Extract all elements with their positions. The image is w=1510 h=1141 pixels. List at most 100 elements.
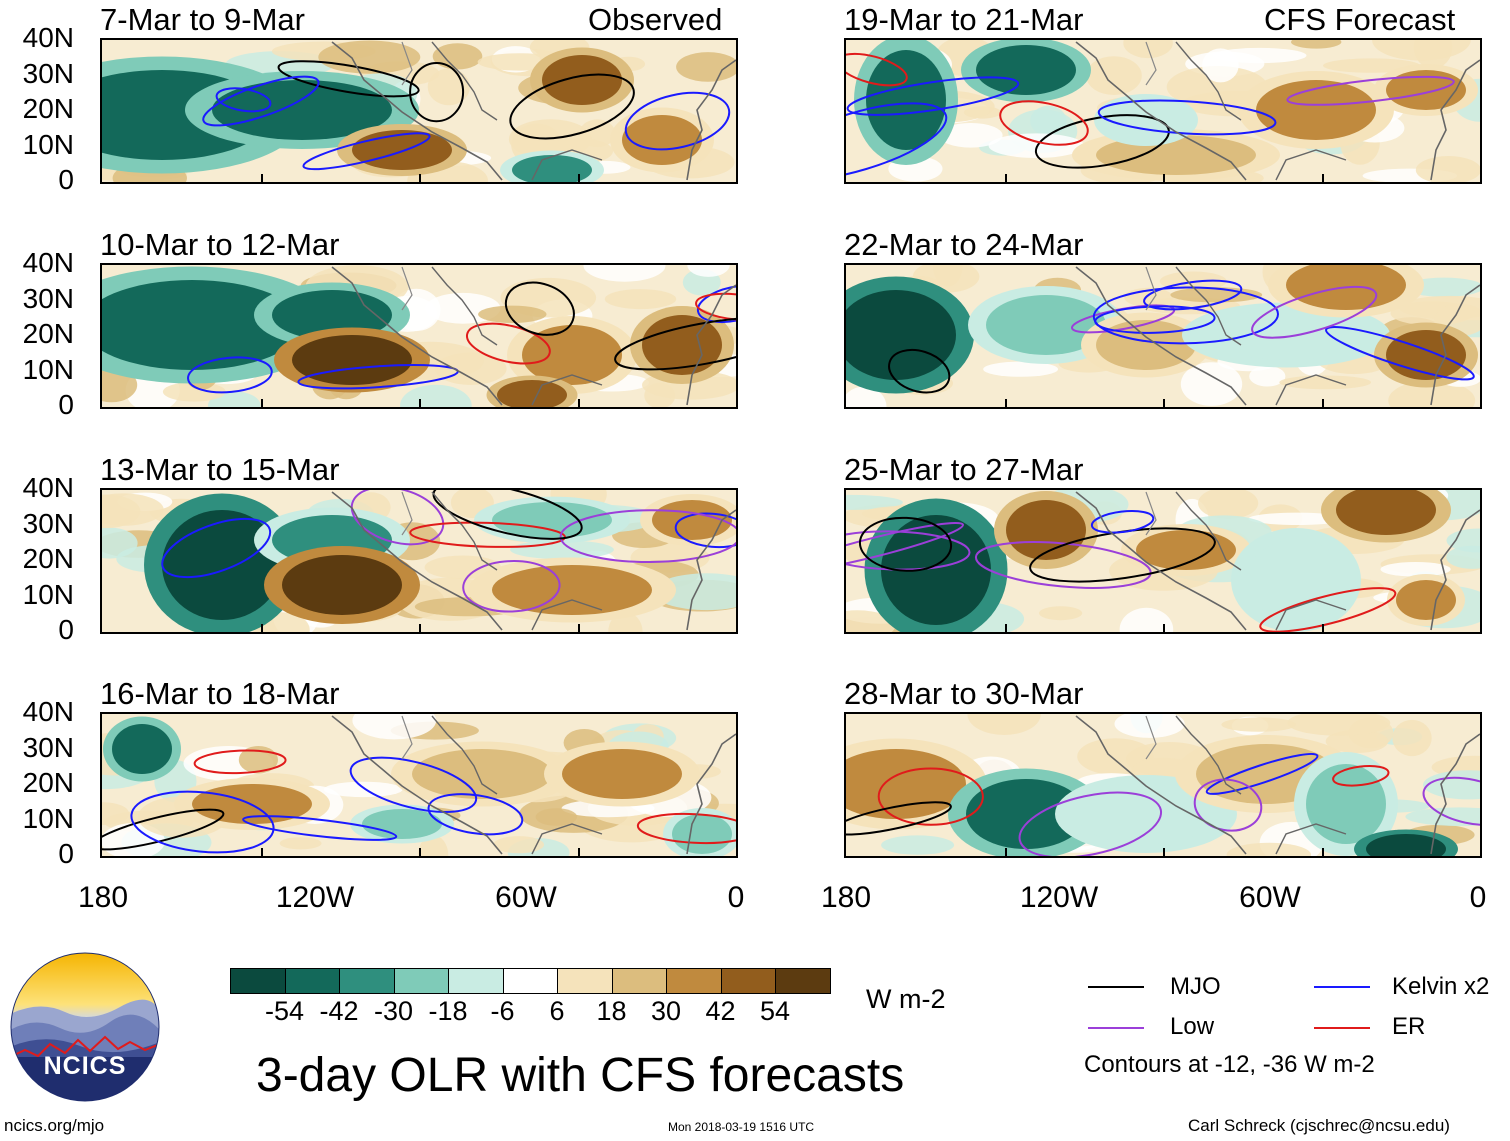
axis-tick xyxy=(1163,399,1165,407)
olr-anomaly-patch xyxy=(938,123,1003,148)
legend-mjo-line xyxy=(1088,986,1144,988)
contour-line xyxy=(696,284,736,324)
olr-anomaly-core xyxy=(492,565,652,615)
contour-line xyxy=(846,521,964,572)
olr-anomaly-patch xyxy=(102,494,141,529)
axis-tick xyxy=(260,624,263,632)
axis-tick xyxy=(419,624,421,632)
coastline xyxy=(531,823,603,855)
y-tick-label: 30N xyxy=(22,57,74,89)
colorbar-swatch xyxy=(666,968,722,994)
coastline xyxy=(1145,266,1157,311)
colorbar-swatch xyxy=(393,968,449,994)
olr-anomaly-core xyxy=(1386,70,1466,110)
contour-line xyxy=(1286,75,1455,106)
contour-line xyxy=(1325,326,1475,381)
contour-line xyxy=(350,490,445,546)
olr-anomaly-core xyxy=(642,315,722,375)
coastline xyxy=(686,59,736,181)
timestamp: Mon 2018-03-19 1516 UTC xyxy=(668,1120,815,1134)
axis-tick xyxy=(260,399,263,407)
olr-anomaly-core xyxy=(976,45,1076,95)
legend-kelvin-line xyxy=(1314,986,1370,988)
map-panel-4 xyxy=(100,712,738,858)
coastline xyxy=(331,715,503,855)
x-tick-120w-right: 120W xyxy=(1019,881,1099,914)
contour-line xyxy=(242,815,398,841)
olr-anomaly-core xyxy=(986,295,1106,355)
legend-mjo-label: MJO xyxy=(1170,973,1221,1000)
contour-line xyxy=(161,517,272,579)
olr-anomaly-core xyxy=(212,80,392,140)
olr-anomaly-patch xyxy=(687,265,730,277)
contour-line xyxy=(215,87,272,113)
coastline xyxy=(401,41,413,86)
x-tick-0-right: 0 xyxy=(1469,881,1487,914)
olr-anomaly-core xyxy=(672,814,732,854)
panel-title-1: 7-Mar to 9-Mar xyxy=(100,2,305,37)
olr-anomaly-core xyxy=(102,280,302,370)
coastline xyxy=(686,509,736,631)
axis-tick xyxy=(577,624,580,632)
coastline xyxy=(1075,266,1247,406)
y-tick-label: 40N xyxy=(22,247,74,278)
olr-anomaly-patch xyxy=(1039,606,1083,621)
olr-anomaly-patch xyxy=(652,573,736,611)
panel-title-8: 28-Mar to 30-Mar xyxy=(844,676,1084,711)
olr-anomaly-patch xyxy=(1119,607,1174,632)
y-tick-label: 0 xyxy=(58,614,74,645)
cfs-forecast-label: CFS Forecast xyxy=(1264,2,1456,37)
axis-tick xyxy=(1163,174,1165,182)
y-tick-label: 40N xyxy=(22,22,74,53)
legend-low-line xyxy=(1088,1027,1144,1029)
contour-line xyxy=(1205,752,1319,795)
x-tick-180-right: 180 xyxy=(820,881,872,914)
contour-line xyxy=(624,91,731,151)
olr-anomaly-patch xyxy=(400,384,472,407)
legend-er-line xyxy=(1314,1027,1370,1029)
colorbar-swatch xyxy=(448,968,504,994)
olr-anomaly-patch xyxy=(967,714,1041,735)
x-tick-180-left: 180 xyxy=(77,881,129,914)
contour-line xyxy=(1092,286,1279,345)
olr-anomaly-patch xyxy=(432,43,483,70)
colorbar-swatch xyxy=(284,968,340,994)
olr-anomaly-core xyxy=(292,335,412,385)
contour-line xyxy=(202,75,320,127)
axis-tick xyxy=(577,399,580,407)
olr-anomaly-core xyxy=(542,55,622,105)
olr-anomaly-patch xyxy=(535,808,578,826)
coastline xyxy=(1430,733,1480,855)
olr-anomaly-patch xyxy=(352,714,437,740)
contour-line xyxy=(999,100,1089,146)
site-link[interactable]: ncics.org/mjo xyxy=(4,1116,105,1135)
olr-anomaly-core xyxy=(1336,490,1436,535)
olr-anomaly-core xyxy=(622,115,702,165)
olr-anomaly-core xyxy=(1076,784,1216,844)
olr-anomaly-core xyxy=(282,555,402,615)
colorbar-label: -6 xyxy=(490,996,515,1026)
coastline xyxy=(1145,715,1157,760)
contour-line xyxy=(102,808,225,851)
coastline xyxy=(1175,41,1242,121)
coastline xyxy=(1275,599,1347,631)
colorbar-units: W m-2 xyxy=(866,984,946,1014)
coastline xyxy=(401,715,413,760)
contour-line xyxy=(1090,509,1155,534)
olr-anomaly-core xyxy=(1206,310,1366,360)
y-tick-label: 40N xyxy=(22,472,74,503)
panel-title-5: 19-Mar to 21-Mar xyxy=(844,2,1084,37)
olr-anomaly-core xyxy=(562,749,682,799)
olr-anomaly-patch xyxy=(583,265,666,282)
olr-anomaly-patch xyxy=(279,837,322,850)
contour-line xyxy=(1193,778,1263,832)
coastline xyxy=(431,266,498,346)
colorbar-swatch xyxy=(502,968,558,994)
coastline xyxy=(1175,491,1242,571)
contour-line xyxy=(187,356,273,394)
olr-anomaly-patch xyxy=(1086,56,1142,95)
coastline xyxy=(1175,715,1242,795)
legend-er-label: ER xyxy=(1392,1013,1426,1040)
olr-anomaly-patch xyxy=(102,823,165,856)
y-tick-label: 30N xyxy=(22,282,74,314)
